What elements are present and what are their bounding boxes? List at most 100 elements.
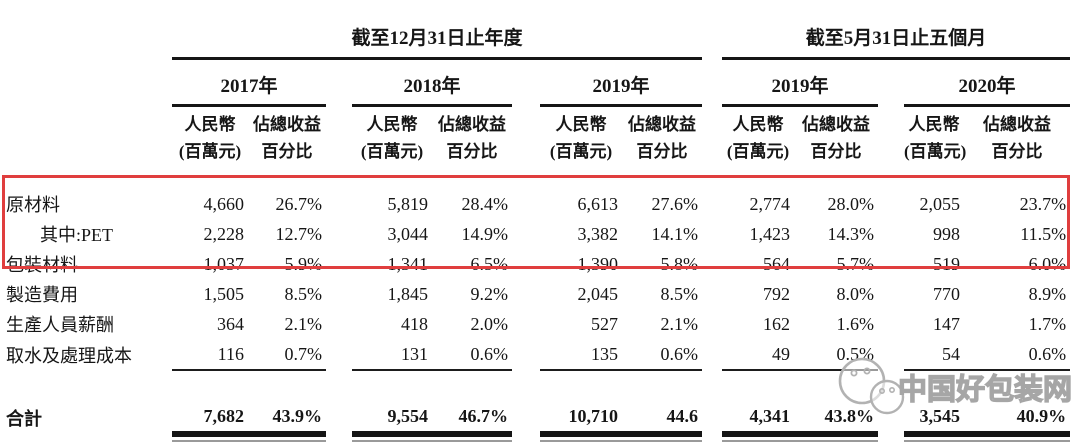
cell-value: 14.9% — [461, 223, 509, 244]
col-pct-label: 佔總收益 — [983, 115, 1052, 134]
cell-value: 135 — [540, 339, 622, 371]
cell-value: 0.6% — [964, 339, 1071, 371]
cell-value: 792 — [763, 283, 791, 304]
col-pct-label: 佔總收益 — [628, 115, 696, 134]
cell-value: 116 — [172, 339, 248, 371]
cell-value: 2,055 — [919, 193, 961, 214]
col-rmb-unit: (百萬元) — [904, 142, 967, 161]
cell-value: 8.5% — [660, 283, 699, 304]
cell-value: 28.0% — [827, 193, 875, 214]
cell-value: 14.3% — [827, 223, 875, 244]
col-pct-label: 佔總收益 — [802, 115, 871, 134]
double-rule — [352, 431, 432, 442]
cell-value: 2.0% — [470, 313, 509, 334]
table-subheader-row-1: 人民幣 佔總收益 人民幣 佔總收益 人民幣 佔總收益 人民幣 佔總收益 人民幣 … — [6, 106, 1070, 136]
cell-value: 3,044 — [387, 223, 429, 244]
cell-value: 147 — [933, 313, 961, 334]
cell-value: 1,037 — [203, 253, 245, 274]
cell-value: 11.5% — [1020, 223, 1067, 244]
cell-value: 564 — [763, 253, 791, 274]
cost-breakdown-table: 截至12月31日止年度 截至5月31日止五個月 2017年 2018年 2019… — [6, 6, 1071, 442]
cell-value: 998 — [933, 223, 961, 244]
year-header-2020: 2020年 — [904, 58, 1071, 107]
cell-value: 8.0% — [836, 283, 875, 304]
col-rmb-label: 人民幣 — [908, 115, 960, 134]
cell-value: 0.6% — [622, 339, 703, 371]
table-year-header-row: 2017年 2018年 2019年 2019年 2020年 — [6, 58, 1071, 107]
year-header-2017: 2017年 — [172, 58, 326, 107]
cell-value: 2.1% — [660, 313, 699, 334]
table-row-packaging-materials: 包裝材料 1,037 5.9% 1,341 6.5% 1,390 5.8% 56… — [6, 249, 1070, 279]
col-rmb-unit: (百萬元) — [549, 142, 613, 161]
total-value: 46.7% — [458, 406, 509, 426]
table-subheader-row-2: (百萬元) 百分比 (百萬元) 百分比 (百萬元) 百分比 (百萬元) 百分比 … — [6, 135, 1070, 163]
cell-value: 26.7% — [275, 193, 323, 214]
table-row-raw-materials: 原材料 4,660 26.7% 5,819 28.4% 6,613 27.6% … — [6, 189, 1070, 219]
total-value: 10,710 — [568, 406, 619, 426]
prospectus-cost-table-page: { "table": { "group_headers": [ { "label… — [0, 6, 1080, 442]
cell-value: 1,423 — [749, 223, 791, 244]
year-header-2019-5m: 2019年 — [722, 58, 879, 107]
row-label: 包裝材料 — [6, 255, 78, 275]
year-header-2019: 2019年 — [540, 58, 703, 107]
col-rmb-unit: (百萬元) — [726, 142, 790, 161]
cell-value: 28.4% — [461, 193, 509, 214]
col-rmb-label: 人民幣 — [366, 115, 418, 134]
cell-value: 1,505 — [203, 283, 245, 304]
cell-value: 5.8% — [660, 253, 699, 274]
cell-value: 0.5% — [794, 339, 879, 371]
cell-value: 1,390 — [577, 253, 619, 274]
cell-value: 9.2% — [470, 283, 509, 304]
cell-value: 519 — [933, 253, 961, 274]
cell-value: 3,382 — [577, 223, 619, 244]
table-row-manufacturing-overhead: 製造費用 1,505 8.5% 1,845 9.2% 2,045 8.5% 79… — [6, 279, 1070, 309]
cell-value: 1,845 — [387, 283, 429, 304]
row-label: 取水及處理成本 — [6, 345, 132, 366]
cell-value: 1,341 — [387, 253, 429, 274]
col-rmb-label: 人民幣 — [732, 115, 784, 134]
row-label: 其中:PET — [40, 225, 114, 245]
cell-value: 2.1% — [284, 313, 323, 334]
cell-value: 14.1% — [651, 223, 699, 244]
double-rule — [540, 431, 622, 442]
col-rmb-unit: (百萬元) — [178, 142, 242, 161]
col-pct-unit: 百分比 — [261, 142, 313, 161]
cell-value: 364 — [217, 313, 244, 334]
cell-value: 527 — [591, 313, 618, 334]
cell-value: 131 — [352, 339, 432, 371]
col-group-five-months: 截至5月31日止五個月 — [722, 6, 1071, 60]
cell-value: 5.7% — [836, 253, 875, 274]
col-rmb-label: 人民幣 — [184, 115, 236, 134]
table-row-total: 合計 7,682 43.9% 9,554 46.7% 10,710 44.6 4… — [6, 395, 1071, 442]
cell-value: 0.6% — [432, 339, 512, 371]
cell-value: 0.7% — [248, 339, 326, 371]
cell-value: 6.5% — [470, 253, 509, 274]
cell-value: 1.6% — [836, 313, 875, 334]
cell-value: 770 — [933, 283, 961, 304]
double-rule — [964, 431, 1071, 442]
cell-value: 54 — [904, 339, 965, 371]
cell-value: 2,774 — [749, 193, 791, 214]
col-pct-unit: 百分比 — [446, 142, 498, 161]
double-rule — [432, 431, 512, 442]
cell-value: 6.0% — [1028, 253, 1067, 274]
col-rmb-label: 人民幣 — [555, 115, 607, 134]
cell-value: 12.7% — [275, 223, 323, 244]
total-value: 44.6 — [666, 406, 699, 426]
cell-value: 49 — [722, 339, 795, 371]
col-pct-label: 佔總收益 — [438, 115, 506, 134]
total-value: 3,545 — [919, 406, 961, 426]
cell-value: 5,819 — [387, 193, 429, 214]
col-pct-unit: 百分比 — [810, 142, 862, 161]
col-pct-unit: 百分比 — [636, 142, 688, 161]
total-value: 40.9% — [1016, 406, 1067, 426]
row-label: 原材料 — [6, 195, 60, 215]
double-rule — [172, 431, 248, 442]
cell-value: 8.9% — [1028, 283, 1067, 304]
cell-value: 23.7% — [1019, 193, 1067, 214]
table-group-header-row: 截至12月31日止年度 截至5月31日止五個月 — [6, 6, 1071, 60]
col-group-annual: 截至12月31日止年度 — [172, 6, 703, 60]
double-rule — [622, 431, 703, 442]
double-rule — [248, 431, 326, 442]
row-label: 生產人員薪酬 — [6, 315, 114, 335]
